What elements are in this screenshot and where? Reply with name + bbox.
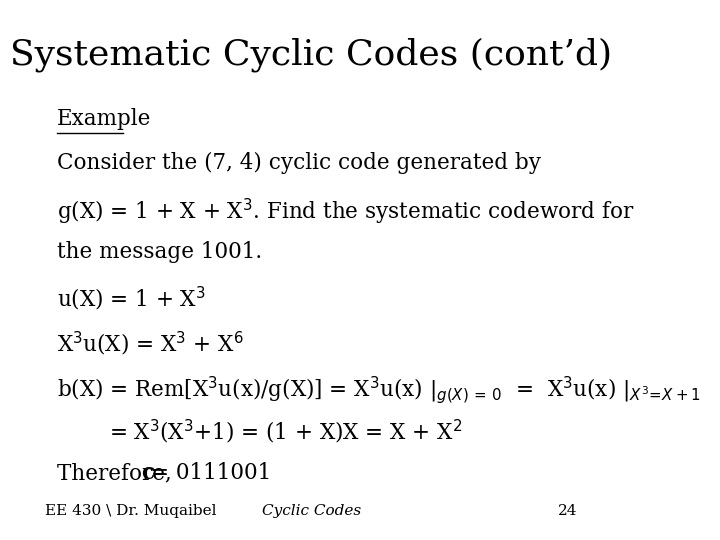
Text: = X$^3$(X$^3$+1) = (1 + X)X = X + X$^2$: = X$^3$(X$^3$+1) = (1 + X)X = X + X$^2$ — [109, 418, 462, 446]
Text: Cyclic Codes: Cyclic Codes — [262, 504, 361, 518]
Text: Therefore,: Therefore, — [57, 462, 185, 484]
Text: = 0111001: = 0111001 — [151, 462, 271, 484]
Text: g(X) = 1 + X + X$^3$. Find the systematic codeword for: g(X) = 1 + X + X$^3$. Find the systemati… — [57, 197, 634, 227]
Text: Consider the (7, 4) cyclic code generated by: Consider the (7, 4) cyclic code generate… — [57, 152, 541, 174]
Text: the message 1001.: the message 1001. — [57, 241, 262, 263]
Text: Example: Example — [57, 108, 151, 130]
Text: b(X) = Rem[X$^3$u(x)/g(X)] = X$^3$u(x) $|_{g(X)\,=\,0}$  =  X$^3$u(x) $|_{X^3\!=: b(X) = Rem[X$^3$u(x)/g(X)] = X$^3$u(x) $… — [57, 374, 701, 406]
Text: u(X) = 1 + X$^3$: u(X) = 1 + X$^3$ — [57, 285, 206, 313]
Text: X$^3$u(X) = X$^3$ + X$^6$: X$^3$u(X) = X$^3$ + X$^6$ — [57, 329, 243, 357]
Text: Systematic Cyclic Codes (cont’d): Systematic Cyclic Codes (cont’d) — [10, 38, 613, 72]
Text: c: c — [140, 462, 154, 484]
Text: EE 430 \ Dr. Muqaibel: EE 430 \ Dr. Muqaibel — [45, 504, 217, 518]
Text: 24: 24 — [558, 504, 577, 518]
